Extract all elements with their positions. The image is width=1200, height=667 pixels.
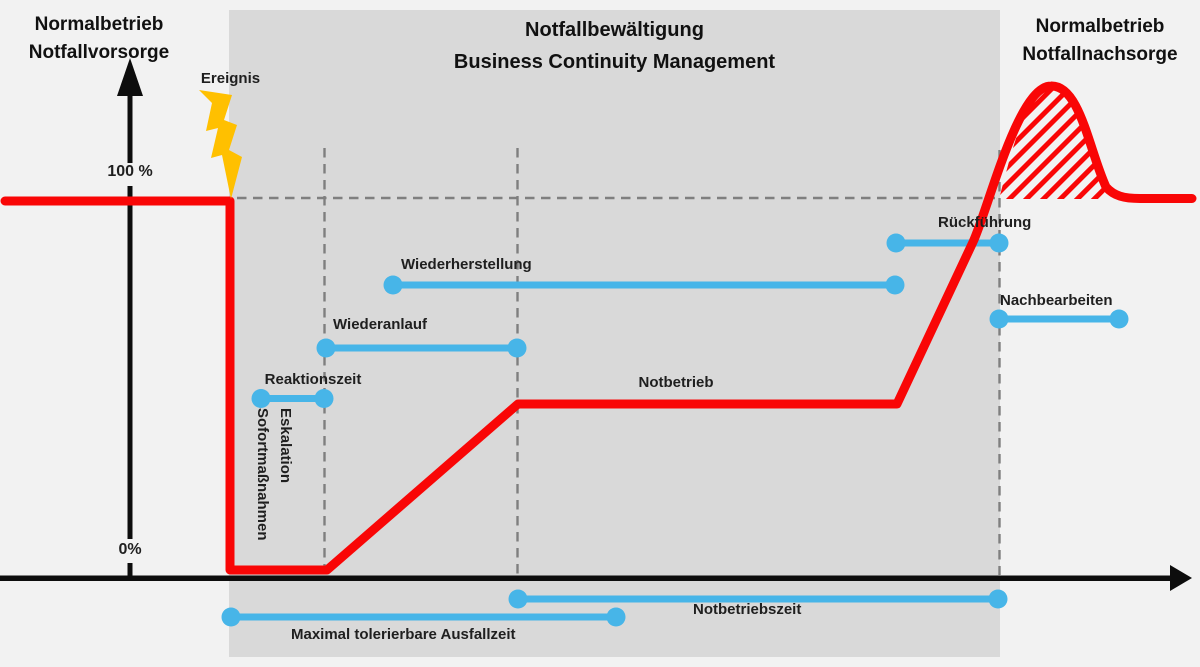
center-phase-title-line1: Notfallbewältigung xyxy=(525,19,704,41)
dashed-guide-lines xyxy=(237,148,1001,575)
right-phase-title: Normalbetrieb Notfallnachsorge xyxy=(1010,13,1190,69)
center-phase-title-line2: Business Continuity Management xyxy=(453,51,776,73)
max-ausfallzeit-label: Maximal tolerierbare Ausfallzeit xyxy=(291,626,516,643)
nachbearbeiten-label: Nachbearbeiten xyxy=(1000,292,1113,309)
notbetrieb-label: Notbetrieb xyxy=(638,374,714,391)
wiederanlauf-label: Wiederanlauf xyxy=(333,316,428,333)
phase-bars xyxy=(221,233,1129,627)
wiederanlauf-bar xyxy=(316,338,527,358)
left-phase-title: Normalbetrieb Notfallvorsorge xyxy=(8,11,190,67)
rueckfuehrung-label: Rückführung xyxy=(938,214,1032,231)
notbetriebszeit-bar xyxy=(508,589,1008,609)
nachbearbeiten-bar xyxy=(989,309,1129,329)
event-label: Ereignis xyxy=(200,70,261,87)
right-phase-title-line1: Normalbetrieb xyxy=(1035,16,1165,37)
service-level-curve xyxy=(0,81,1197,575)
rueckfuehrung-bar xyxy=(886,233,1009,253)
x-axis xyxy=(0,565,1192,591)
reaktionszeit-label: Reaktionszeit xyxy=(264,371,362,388)
right-phase-title-line2: Notfallnachsorge xyxy=(1022,44,1178,65)
wiederherstellung-bar xyxy=(383,275,905,295)
left-phase-title-line2: Notfallvorsorge xyxy=(28,42,170,63)
lightning-bolt-icon xyxy=(199,90,242,199)
escalation-line1: Eskalation xyxy=(277,408,294,484)
escalation-vertical-label: Eskalation Sofortmaßnahmen xyxy=(251,408,297,541)
notbetriebszeit-label: Notbetriebszeit xyxy=(693,601,802,618)
y-axis-100-label: 100 % xyxy=(107,163,153,180)
center-phase-title: Notfallbewältigung Business Continuity M… xyxy=(229,14,1000,78)
left-phase-title-line1: Normalbetrieb xyxy=(34,14,164,35)
y-axis-arrowhead xyxy=(117,58,143,96)
x-axis-arrowhead xyxy=(1170,565,1192,591)
overshoot-hatch-area xyxy=(999,90,1106,199)
reaktionszeit-bar xyxy=(251,389,334,408)
escalation-line2: Sofortmaßnahmen xyxy=(254,408,271,541)
y-axis-0-label: 0% xyxy=(118,541,142,558)
wiederherstellung-label: Wiederherstellung xyxy=(401,256,532,273)
y-axis xyxy=(117,58,143,578)
max-ausfallzeit-bar xyxy=(221,607,626,627)
